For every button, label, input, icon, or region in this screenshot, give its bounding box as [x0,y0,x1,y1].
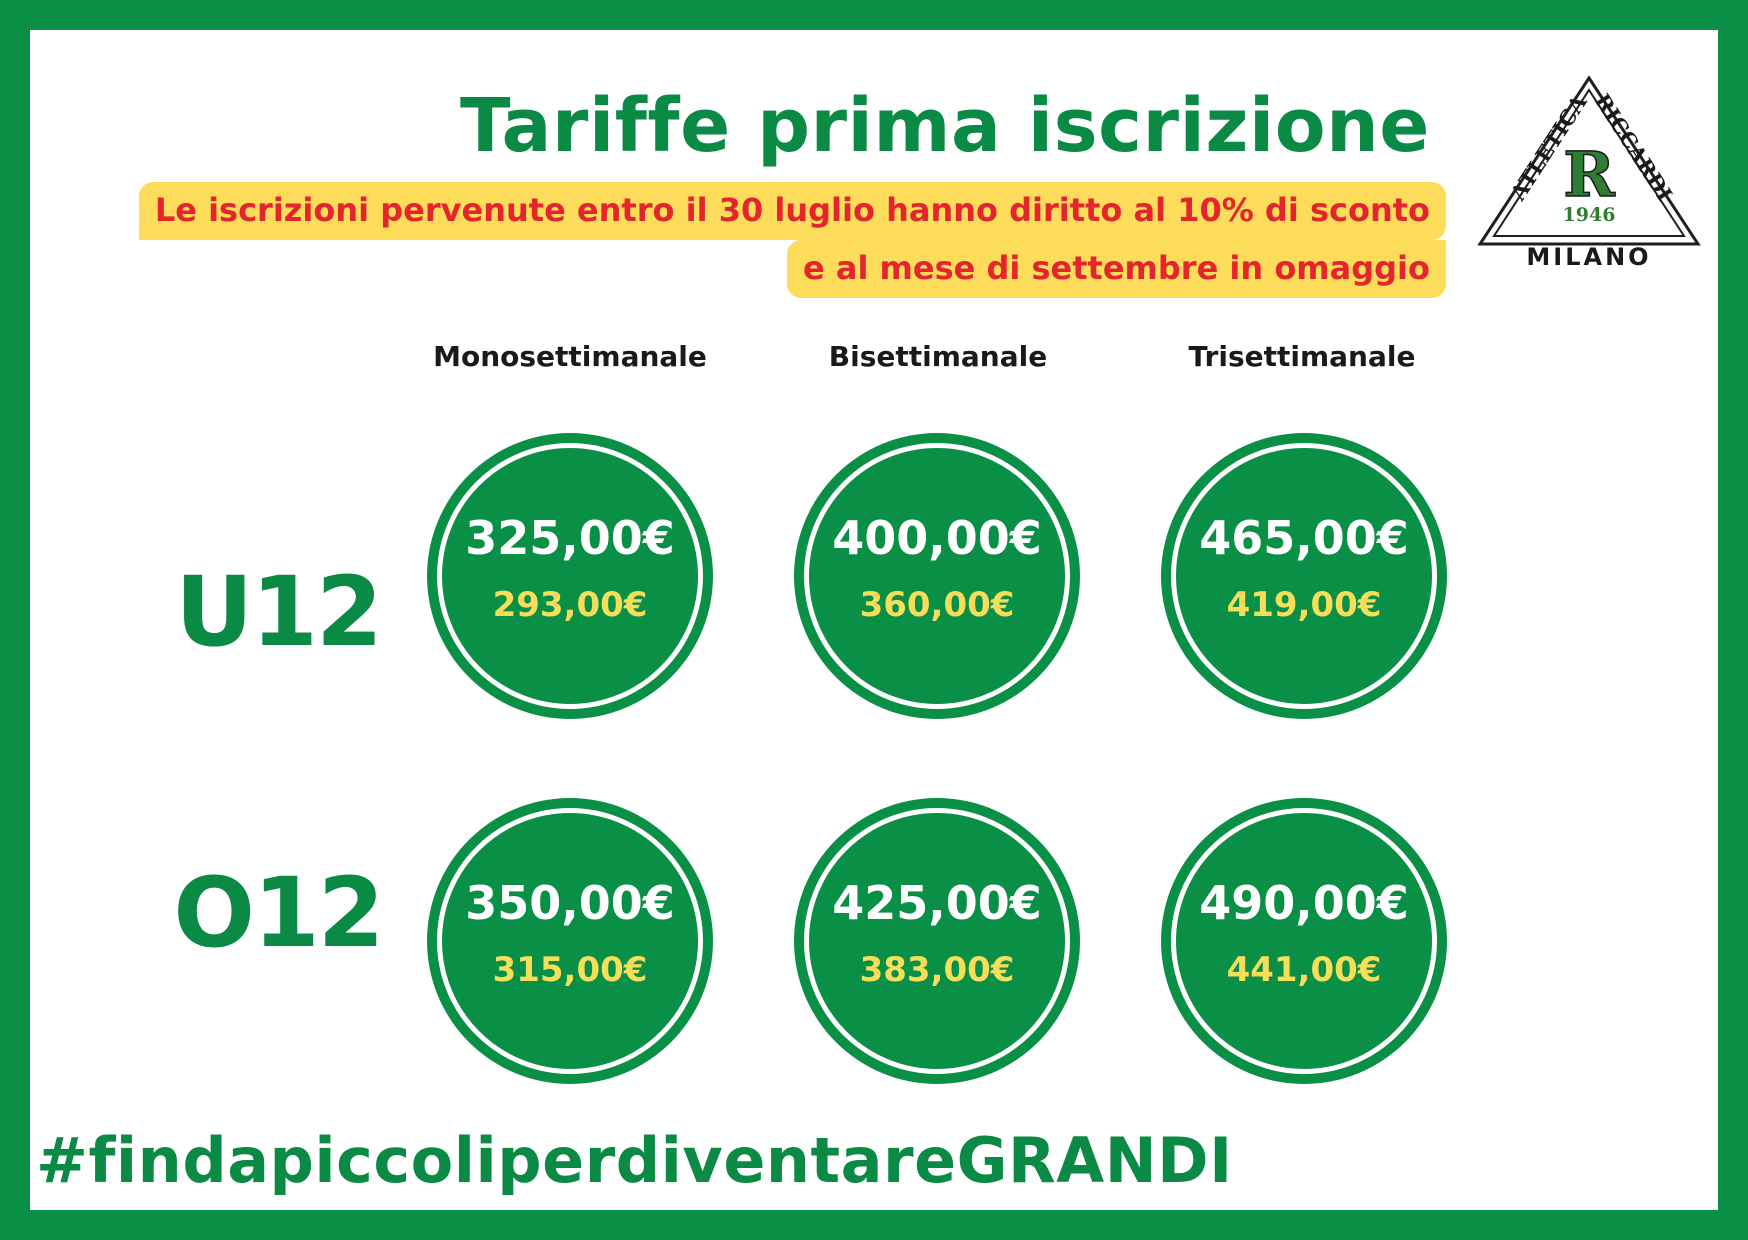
logo-letter: R [1563,138,1615,211]
price-circle-o12-bisettimanale: 425,00€ 383,00€ [794,798,1080,1084]
column-header-bisettimanale: Bisettimanale [828,340,1048,373]
column-header-trisettimanale: Trisettimanale [1188,340,1416,373]
price-full: 400,00€ [832,511,1042,565]
price-discounted: 315,00€ [492,950,648,990]
price-discounted: 419,00€ [1226,585,1382,625]
hashtag-slogan: #findapiccoliperdiventareGRANDI [36,1124,1233,1197]
price-full: 350,00€ [465,876,675,930]
price-circle-u12-trisettimanale: 465,00€ 419,00€ [1161,433,1447,719]
atletica-riccardi-logo: ATLETICA RICCARDI R 1946 MILANO [1477,75,1701,270]
price-circle-u12-bisettimanale: 400,00€ 360,00€ [794,433,1080,719]
price-discounted: 383,00€ [859,950,1015,990]
price-circle-o12-trisettimanale: 490,00€ 441,00€ [1161,798,1447,1084]
price-discounted: 293,00€ [492,585,648,625]
promo-line-2: e al mese di settembre in omaggio [787,240,1446,298]
price-discounted: 441,00€ [1226,950,1382,990]
price-full: 465,00€ [1199,511,1409,565]
price-discounted: 360,00€ [859,585,1015,625]
logo-city: MILANO [1526,243,1651,270]
price-full: 425,00€ [832,876,1042,930]
price-circle-u12-monosettimanale: 325,00€ 293,00€ [427,433,713,719]
promo-line-1: Le iscrizioni pervenute entro il 30 lugl… [138,182,1446,240]
page-title: Tariffe prima iscrizione [460,83,1430,169]
price-full: 325,00€ [465,511,675,565]
row-label-u12: U12 [175,556,383,668]
price-full: 490,00€ [1199,876,1409,930]
price-circle-o12-monosettimanale: 350,00€ 315,00€ [427,798,713,1084]
row-label-o12: O12 [173,857,384,969]
promo-banner: Le iscrizioni pervenute entro il 30 lugl… [46,182,1446,298]
logo-year: 1946 [1563,204,1616,226]
column-header-monosettimanale: Monosettimanale [433,340,707,373]
